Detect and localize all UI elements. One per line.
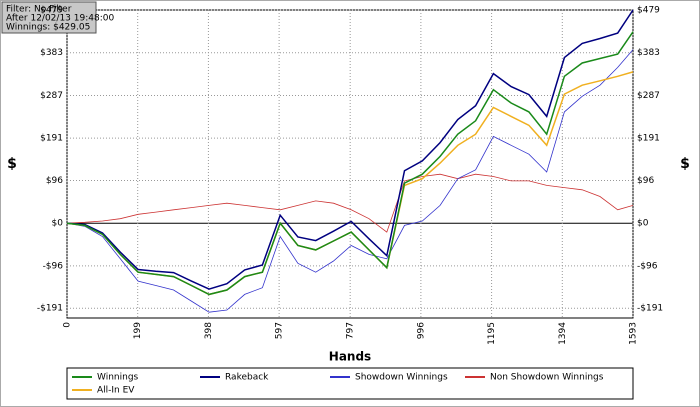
x-tick-label: 996 — [416, 322, 426, 339]
x-axis-label: Hands — [329, 350, 371, 364]
y2-tick-label: $479 — [637, 6, 660, 16]
y-axis-label: $ — [7, 156, 17, 172]
x-tick-label: 398 — [204, 322, 214, 339]
info-box — [1, 1, 97, 34]
series-line — [66, 31, 634, 296]
series-line — [66, 9, 634, 290]
y-tick-label: -$191 — [37, 304, 63, 314]
legend-label: All-In EV — [97, 386, 135, 396]
x-tick-label: 1593 — [629, 322, 639, 345]
y-tick-label: $383 — [40, 48, 63, 58]
y2-tick-label: $383 — [637, 48, 660, 58]
plot — [66, 9, 634, 318]
y2-tick-label: $96 — [637, 176, 654, 186]
series-line — [66, 173, 634, 233]
y2-tick-label: $0 — [637, 219, 649, 229]
x-tick-label: 597 — [275, 322, 285, 339]
info-after: After 12/02/13 19:48:00 — [6, 14, 114, 24]
x-tick-label: 1394 — [558, 322, 568, 345]
y2-axis-label: $ — [680, 156, 690, 172]
y-tick-label: -$96 — [43, 261, 64, 271]
legend — [66, 367, 634, 400]
x-tick-label: 1195 — [487, 322, 497, 345]
x-tick-label: 0 — [63, 322, 73, 328]
info-filter: Filter: No Filter — [6, 5, 72, 15]
y-tick-label: $96 — [46, 176, 63, 186]
y-tick-label: $0 — [52, 219, 64, 229]
legend-label: Non Showdown Winnings — [490, 373, 604, 383]
y-tick-label: $479 — [40, 6, 63, 16]
y2-tick-label: -$191 — [637, 304, 663, 314]
y2-tick-label: $287 — [637, 91, 660, 101]
y2-tick-label: $191 — [637, 134, 660, 144]
y-tick-label: $287 — [40, 91, 63, 101]
info-winnings: Winnings: $429.05 — [6, 23, 90, 33]
legend-label: Winnings — [97, 373, 139, 383]
y2-tick-label: -$96 — [637, 261, 658, 271]
x-tick-label: 797 — [346, 322, 356, 339]
legend-label: Showdown Winnings — [355, 373, 448, 383]
y-tick-label: $191 — [40, 134, 63, 144]
x-tick-label: 199 — [133, 322, 143, 339]
legend-label: Rakeback — [225, 373, 269, 383]
series-line — [66, 49, 634, 313]
